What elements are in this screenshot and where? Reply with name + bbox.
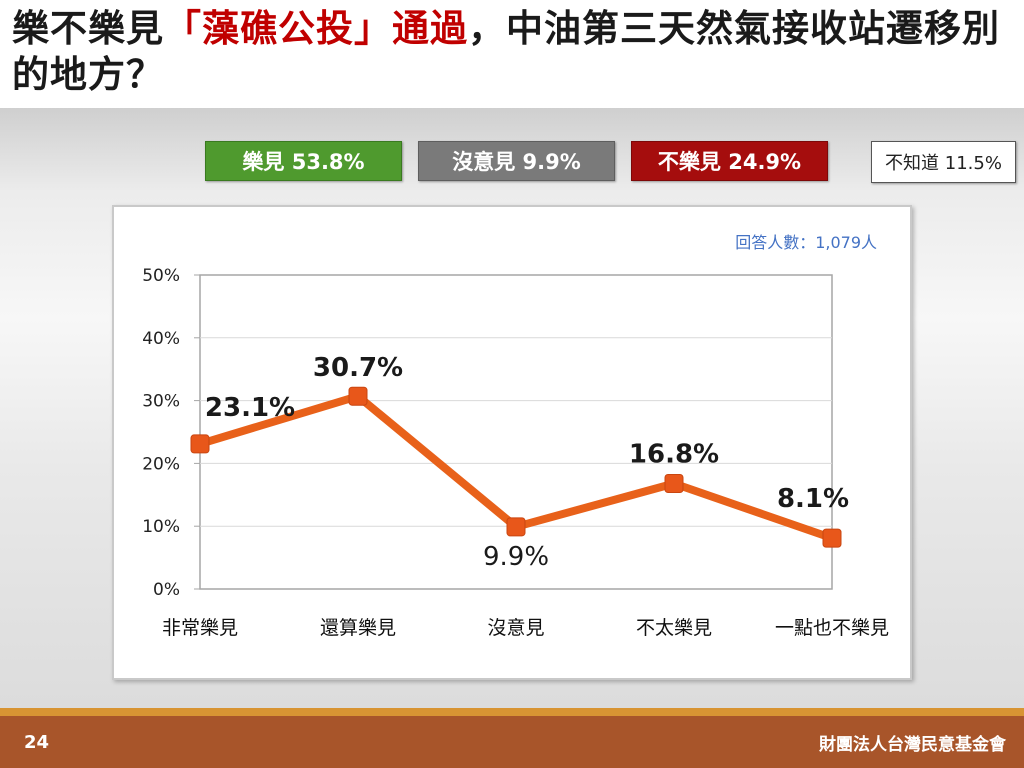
summary-no-opinion-box: 沒意見 9.9% [418,141,615,181]
y-tick-label: 30% [142,392,180,412]
chart-panel [112,205,912,680]
slide-title: 樂不樂見「藻礁公投」通過，中油第三天然氣接收站遷移別的地方？ [12,6,1012,98]
y-tick-label: 50% [142,266,180,286]
data-label: 8.1% [777,484,849,514]
x-tick-label: 一點也不樂見 [775,617,889,639]
x-tick-label: 非常樂見 [162,617,238,639]
title-part-3: ，中油第三天然氣接收站遷移別的地方？ [12,7,1000,96]
y-tick-label: 10% [142,517,180,537]
footer-accent-line [0,708,1024,716]
footer-bar [0,716,1024,768]
y-tick-label: 0% [153,580,180,600]
title-part-1: 樂不樂見 [12,7,164,50]
respondents-count: 回答人數：1,079人 [735,233,877,252]
data-point [190,434,210,454]
x-tick-label: 沒意見 [487,617,544,639]
data-point [506,517,526,537]
x-tick-label: 不太樂見 [636,617,712,639]
plot-frame [199,274,833,590]
title-part-highlight: 「藻礁公投」通過 [164,7,468,50]
y-tick-label: 40% [142,329,180,349]
page-number: 24 [24,732,50,753]
summary-dislike-box: 不樂見 24.9% [631,141,828,181]
data-point [664,473,684,493]
summary-like-box: 樂見 53.8% [205,141,402,181]
data-point [348,386,368,406]
data-label: 16.8% [629,439,719,469]
summary-dont-know-box: 不知道 11.5% [871,141,1016,183]
data-label: 30.7% [313,353,403,383]
data-label: 9.9% [483,542,549,572]
x-tick-label: 還算樂見 [320,617,396,639]
organization-name: 財團法人台灣民意基金會 [819,735,1006,755]
data-point [822,528,842,548]
data-label: 23.1% [205,393,295,423]
plot-area: 0% 10% 20% 30% 40% 50% 非常樂見 還算樂見 沒意見 不太樂見 一點也不樂見 23… [142,266,889,639]
y-tick-label: 20% [142,454,180,474]
